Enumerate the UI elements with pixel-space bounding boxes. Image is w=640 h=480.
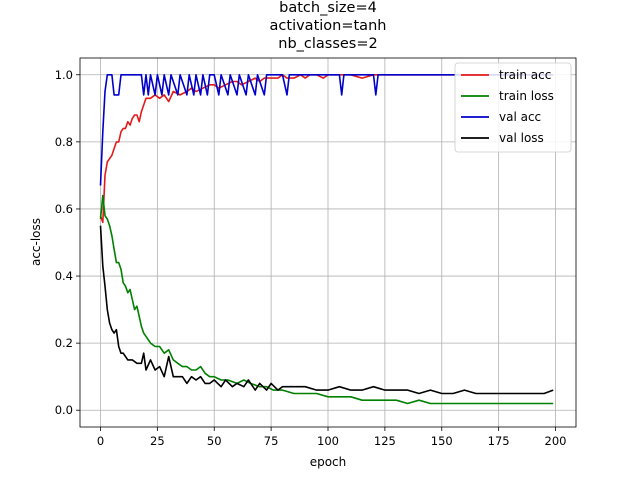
y-tick-label: 0.4 [55,269,73,283]
series-line-val-loss [99,225,554,395]
legend-label-val-loss: val loss [499,131,544,145]
y-tick-label: 0.0 [55,403,73,417]
legend: train acc train loss val acc val loss [454,62,572,153]
x-tick-label: 175 [488,434,510,448]
x-tick-label: 100 [317,434,339,448]
y-axis-ticks: 0.0 0.2 0.4 0.6 0.8 1.0 [55,68,80,417]
x-tick-label: 25 [150,434,165,448]
y-axis-label: acc-loss [29,218,43,266]
series-lines [99,74,554,405]
x-tick-label: 125 [374,434,396,448]
legend-label-train-loss: train loss [499,89,554,103]
title-line-1: batch_size=4 [279,0,377,16]
x-tick-label: 50 [207,434,222,448]
series-line-train-loss [99,194,554,405]
y-tick-label: 0.2 [55,336,73,350]
legend-box [454,62,572,153]
y-tick-label: 0.8 [55,135,73,149]
legend-label-train-acc: train acc [499,68,551,82]
x-axis-label: epoch [310,455,347,469]
title-line-3: nb_classes=2 [278,36,378,52]
x-tick-label: 0 [97,434,104,448]
y-tick-label: 1.0 [55,68,73,82]
x-tick-label: 75 [264,434,279,448]
chart-title: batch_size=4 activation=tanh nb_classes=… [270,0,387,52]
series-line-val-acc [99,74,554,186]
x-tick-label: 200 [545,434,567,448]
title-line-2: activation=tanh [270,18,387,34]
series-line-train-acc [99,74,554,224]
x-tick-label: 150 [431,434,453,448]
legend-label-val-acc: val acc [499,110,541,124]
x-axis-ticks: 0 25 50 75 100 125 150 175 200 [97,427,567,448]
y-tick-label: 0.6 [55,202,73,216]
